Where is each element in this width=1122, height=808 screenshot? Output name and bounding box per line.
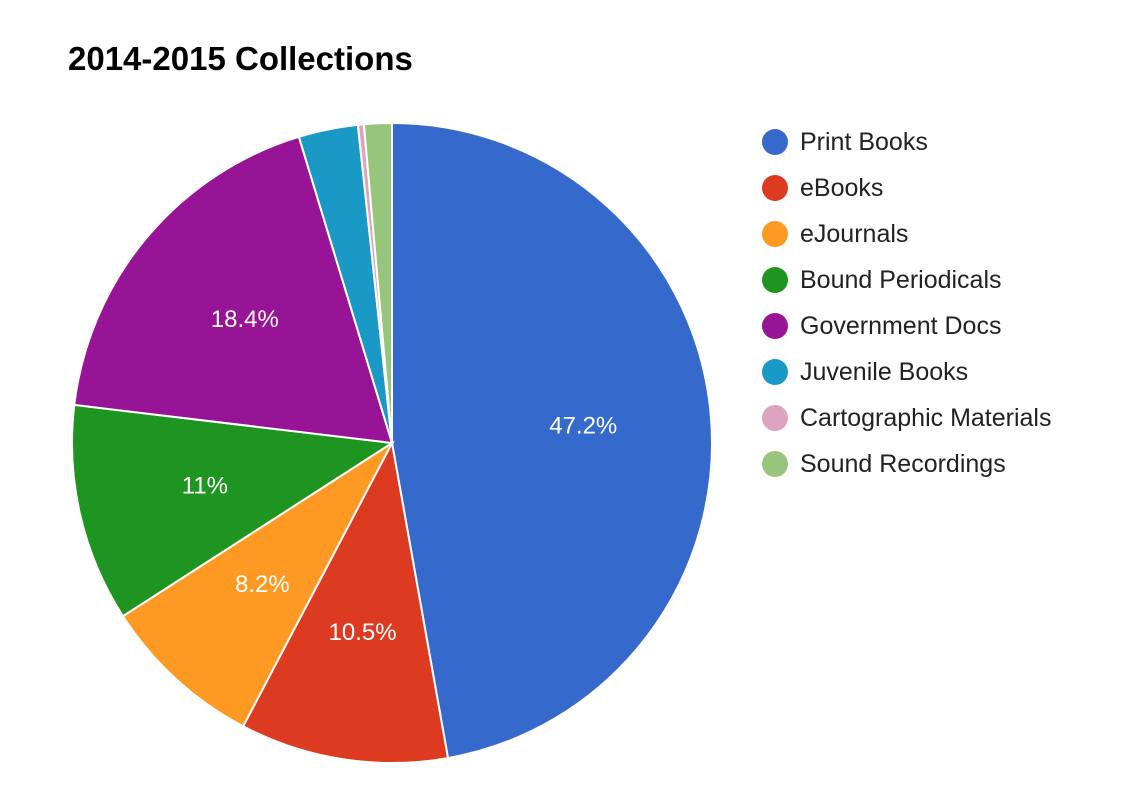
slice-label-government-docs: 18.4% [211,306,279,333]
legend-swatch-icon [762,405,788,431]
pie-slice-print-books [391,121,713,760]
legend-swatch-icon [762,129,788,155]
pie-chart: 47.2% 10.5% 8.2% 11% 18.4% [71,121,713,764]
legend-swatch-icon [762,313,788,339]
legend-item-ejournals: eJournals [762,211,1052,257]
legend-label: eBooks [800,173,884,202]
pie-slice-bound-periodicals [71,403,395,618]
legend-label: Juvenile Books [800,357,969,386]
legend: Print Books eBooks eJournals Bound Periodic… [762,119,1052,487]
legend-item-sound-recordings: Sound Recordings [762,441,1052,487]
legend-label: eJournals [800,219,909,248]
pie-slices [71,121,713,764]
legend-swatch-icon [762,175,788,201]
legend-item-cartographic-materials: Cartographic Materials [762,395,1052,441]
legend-item-print-books: Print Books [762,119,1052,165]
pie-slice-sound-recordings [362,121,393,444]
legend-item-bound-periodicals: Bound Periodicals [762,257,1052,303]
pie-slice-government-docs [73,135,394,445]
legend-label: Print Books [800,127,928,156]
chart-title: 2014-2015 Collections [68,40,413,77]
legend-item-juvenile-books: Juvenile Books [762,349,1052,395]
slice-label-ebooks: 10.5% [329,619,397,646]
pie-slice-labels: 47.2% 10.5% 8.2% 11% 18.4% [182,306,618,646]
pie-slice-ejournals [121,440,395,728]
legend-swatch-icon [762,359,788,385]
legend-label: Government Docs [800,311,1002,340]
legend-item-government-docs: Government Docs [762,303,1052,349]
legend-label: Cartographic Materials [800,403,1052,432]
slice-label-ejournals: 8.2% [235,571,290,598]
pie-slice-ebooks [241,439,450,764]
legend-item-ebooks: eBooks [762,165,1052,211]
legend-label: Bound Periodicals [800,265,1002,294]
legend-label: Sound Recordings [800,449,1006,478]
slice-label-bound-periodicals: 11% [182,473,228,500]
legend-swatch-icon [762,221,788,247]
slice-label-print-books: 47.2% [549,413,617,440]
legend-swatch-icon [762,451,788,477]
legend-swatch-icon [762,267,788,293]
